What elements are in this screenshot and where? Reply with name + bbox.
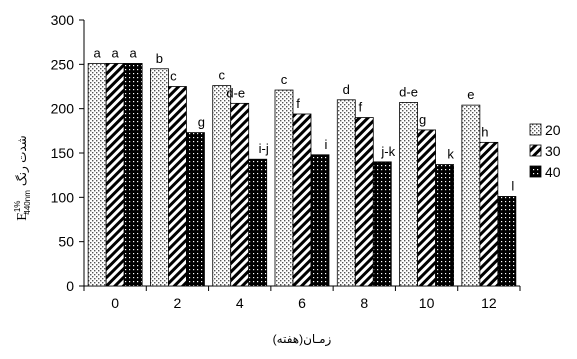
data-label: g — [419, 112, 426, 127]
bar-series-40 — [123, 63, 143, 287]
data-label: c — [170, 69, 177, 84]
data-label: d-e — [399, 84, 418, 99]
data-label: c — [218, 68, 225, 83]
legend-swatch-30 — [529, 144, 542, 157]
data-label: c — [281, 72, 288, 87]
bar-series-30 — [230, 102, 250, 287]
x-axis-title: زمـان(هفته) — [273, 332, 332, 347]
data-label: g — [198, 115, 205, 130]
bar-series-20 — [274, 89, 294, 287]
bar-series-20 — [212, 85, 232, 287]
bar-series-20 — [150, 68, 169, 287]
y-axis-title: E1%440nm شدت رنگ — [13, 135, 32, 220]
x-tick-label: 4 — [236, 295, 244, 311]
x-tick-label: 8 — [360, 295, 368, 311]
data-label: d-e — [226, 85, 245, 100]
y-tick-label: 100 — [51, 189, 75, 205]
x-tick-label: 0 — [111, 295, 119, 311]
x-tick-label: 6 — [298, 295, 306, 311]
bar-series-20 — [461, 104, 481, 287]
data-label: l — [511, 178, 514, 193]
data-label: j-k — [380, 144, 395, 159]
y-axis-title-subscript: 440nm — [23, 190, 32, 215]
data-label: a — [112, 45, 120, 60]
y-tick-label: 150 — [51, 145, 75, 161]
data-label: h — [481, 124, 488, 139]
y-tick-label: 0 — [66, 278, 74, 294]
y-axis-title-superscript: 1% — [13, 201, 22, 213]
data-label: d — [343, 82, 350, 97]
bar-series-40 — [186, 132, 205, 287]
bar-series-40 — [310, 154, 330, 287]
legend-swatch-40 — [529, 165, 542, 178]
legend-swatch-20 — [529, 123, 542, 136]
y-axis-title-main: E — [15, 212, 30, 221]
bar-series-30 — [354, 117, 374, 287]
data-label: f — [358, 100, 362, 115]
y-tick-label: 250 — [51, 56, 75, 72]
data-label: k — [447, 147, 454, 162]
svg-text:E1%440nmشدت رنگ: E1%440nm شدت رنگ — [13, 135, 32, 220]
y-tick-label: 300 — [51, 12, 75, 28]
x-tick-label: 10 — [419, 295, 435, 311]
data-label: i — [325, 137, 328, 152]
data-label: b — [156, 51, 163, 66]
y-axis-title-text: شدت رنگ — [15, 135, 30, 186]
bar-series-30 — [292, 113, 312, 287]
bar-series-30 — [168, 86, 187, 287]
bar-series-30 — [479, 141, 499, 287]
legend-label-40: 40 — [545, 164, 561, 180]
data-label: a — [130, 45, 138, 60]
bar-series-20 — [399, 102, 418, 287]
data-label: a — [94, 45, 102, 60]
bar-series-40 — [497, 196, 517, 287]
legend-label-30: 30 — [545, 143, 561, 159]
y-tick-label: 200 — [51, 101, 75, 117]
bar-series-20 — [336, 99, 356, 287]
data-label: f — [296, 96, 300, 111]
y-tick-label: 50 — [58, 234, 74, 250]
bar-series-40 — [248, 158, 268, 287]
data-label: i-j — [259, 141, 269, 156]
bar-series-30 — [105, 63, 125, 287]
bar-series-40 — [435, 164, 454, 287]
legend-label-20: 20 — [545, 122, 561, 138]
bar-series-30 — [417, 129, 436, 287]
legend: 20 30 40 — [529, 122, 561, 180]
bar-series-20 — [87, 63, 107, 287]
data-label: e — [467, 87, 474, 102]
x-tick-label: 12 — [481, 295, 497, 311]
x-tick-label: 2 — [174, 295, 182, 311]
bar-series-40 — [372, 161, 392, 287]
